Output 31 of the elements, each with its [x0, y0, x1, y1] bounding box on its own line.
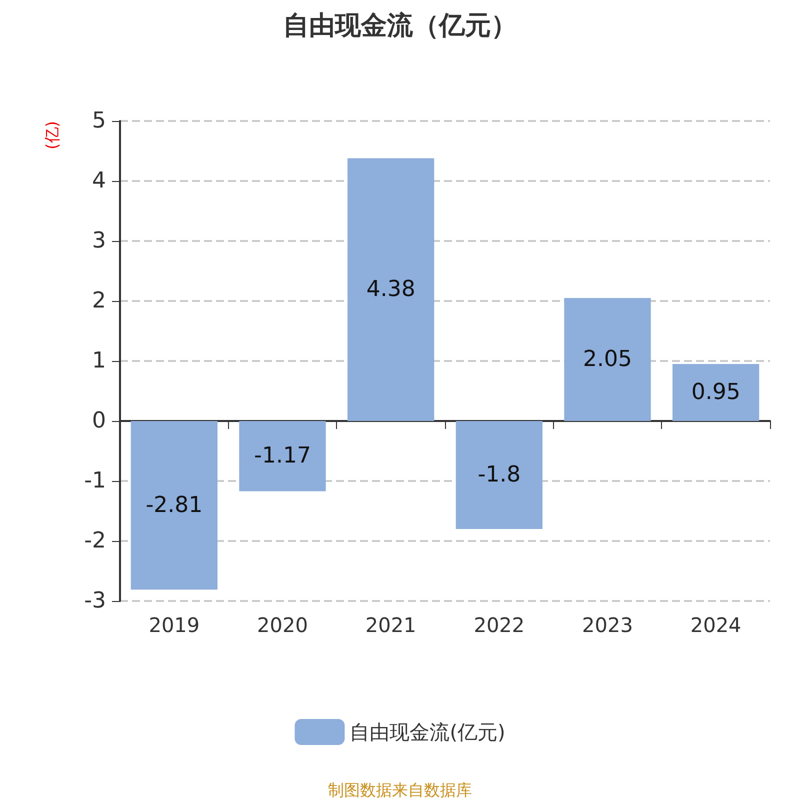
- x-tick-label: 2022: [474, 613, 525, 637]
- text: 制图数据来自数据库: [328, 780, 472, 800]
- x-tick-label: 2020: [257, 613, 308, 637]
- bar: [348, 158, 434, 421]
- y-tick-label: 0: [92, 408, 106, 434]
- legend-label: 自由现金流(亿元): [350, 720, 506, 744]
- bar: [456, 421, 542, 529]
- data-label: 0.95: [691, 380, 740, 405]
- data-label: 4.38: [366, 277, 416, 302]
- bar: [239, 421, 326, 492]
- x-tick-label: 2019: [148, 613, 200, 637]
- bar: [564, 298, 651, 421]
- data-label: -2.81: [146, 492, 203, 518]
- y-tick-label: 2: [92, 288, 106, 314]
- y-tick-label: -3: [84, 588, 106, 614]
- y-tick-label: -2: [84, 528, 106, 554]
- y-axis-title: (亿): [42, 121, 62, 150]
- bar: [672, 364, 760, 421]
- y-tick-label: -1: [84, 468, 106, 494]
- x-tick-label: 2021: [365, 613, 416, 637]
- chart-title: 自由现金流（亿元）: [283, 11, 517, 41]
- data-label: 2.05: [583, 347, 632, 372]
- data-label: -1.17: [254, 444, 311, 469]
- bar: [130, 421, 218, 590]
- y-tick-label: 5: [92, 108, 106, 134]
- x-tick-label: 2023: [582, 613, 633, 637]
- x-tick-label: 2024: [690, 613, 742, 637]
- y-tick-label: 3: [92, 228, 106, 254]
- data-label: -1.8: [478, 462, 521, 488]
- y-tick-label: 1: [92, 348, 106, 374]
- y-tick-label: 4: [92, 168, 106, 194]
